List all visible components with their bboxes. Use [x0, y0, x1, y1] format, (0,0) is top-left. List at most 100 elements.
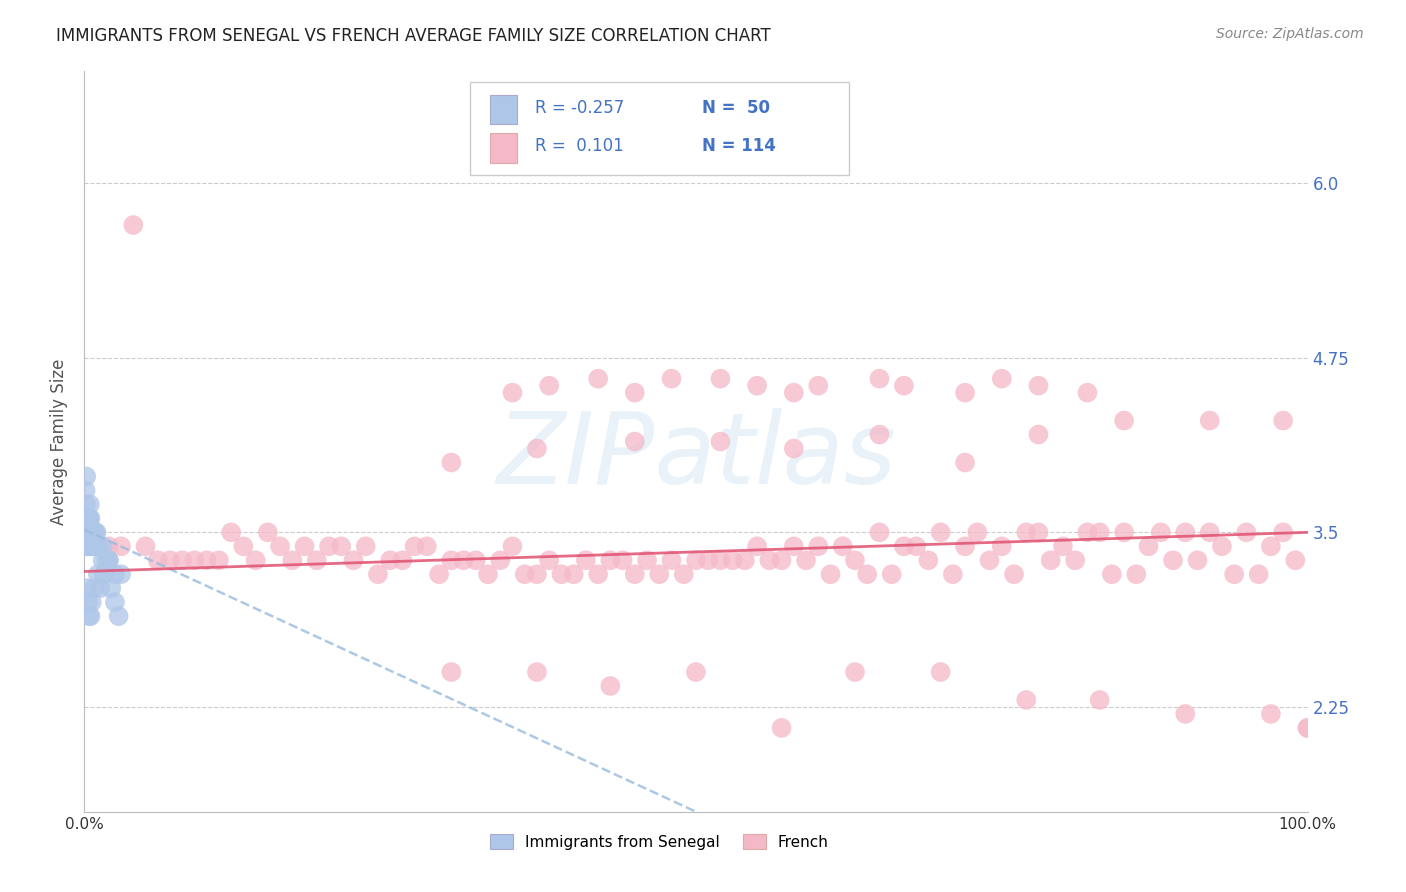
Point — [159, 553, 181, 567]
Point — [991, 372, 1014, 386]
Point — [1272, 525, 1295, 540]
Point — [380, 553, 402, 567]
Point — [1236, 525, 1258, 540]
Point — [502, 385, 524, 400]
Point — [502, 539, 524, 553]
Point — [1039, 553, 1062, 567]
Point — [953, 539, 976, 553]
FancyBboxPatch shape — [491, 133, 517, 163]
Point — [110, 539, 132, 553]
Point — [80, 595, 103, 609]
Point — [294, 539, 316, 553]
Text: ZIPatlas: ZIPatlas — [496, 408, 896, 505]
Point — [538, 378, 561, 392]
Text: IMMIGRANTS FROM SENEGAL VS FRENCH AVERAGE FAMILY SIZE CORRELATION CHART: IMMIGRANTS FROM SENEGAL VS FRENCH AVERAG… — [56, 27, 770, 45]
Point — [305, 553, 328, 567]
Point — [1076, 525, 1098, 540]
Point — [612, 553, 634, 567]
Point — [100, 581, 122, 595]
Point — [624, 434, 647, 449]
Point — [257, 525, 280, 540]
Point — [183, 553, 205, 567]
Point — [869, 427, 891, 442]
Point — [342, 553, 364, 567]
Text: N =  50: N = 50 — [702, 99, 770, 118]
Point — [1150, 525, 1173, 540]
Point — [586, 567, 609, 582]
Point — [208, 553, 231, 567]
Point — [758, 553, 780, 567]
Point — [77, 539, 100, 553]
Point — [96, 553, 118, 567]
FancyBboxPatch shape — [470, 82, 849, 175]
Point — [709, 372, 731, 386]
Point — [648, 567, 671, 582]
Point — [172, 553, 194, 567]
Point — [404, 539, 426, 553]
Point — [661, 372, 683, 386]
Point — [1125, 567, 1147, 582]
Point — [75, 469, 97, 483]
Point — [599, 679, 621, 693]
Point — [869, 372, 891, 386]
Point — [391, 553, 413, 567]
Point — [685, 665, 707, 679]
Point — [79, 497, 101, 511]
Point — [232, 539, 254, 553]
Point — [1198, 525, 1220, 540]
Point — [1260, 706, 1282, 721]
Point — [318, 539, 340, 553]
Point — [83, 581, 105, 595]
Point — [953, 455, 976, 469]
Point — [82, 525, 104, 540]
Point — [770, 553, 793, 567]
Point — [89, 581, 111, 595]
Point — [75, 497, 97, 511]
Point — [87, 567, 110, 582]
Point — [783, 442, 806, 456]
Point — [513, 567, 536, 582]
Point — [91, 553, 114, 567]
Point — [77, 511, 100, 525]
Point — [1088, 525, 1111, 540]
Point — [76, 511, 98, 525]
Point — [1088, 693, 1111, 707]
Point — [269, 539, 291, 553]
Point — [794, 553, 817, 567]
Point — [1052, 539, 1074, 553]
Point — [440, 665, 463, 679]
Point — [91, 539, 114, 553]
Point — [104, 567, 127, 582]
Point — [905, 539, 928, 553]
Point — [367, 567, 389, 582]
Point — [86, 539, 108, 553]
Point — [1187, 553, 1209, 567]
Point — [844, 665, 866, 679]
Point — [807, 539, 830, 553]
Point — [562, 567, 585, 582]
Point — [783, 385, 806, 400]
Point — [624, 567, 647, 582]
Point — [869, 525, 891, 540]
Point — [709, 434, 731, 449]
Point — [586, 372, 609, 386]
Point — [489, 553, 512, 567]
Point — [1015, 693, 1038, 707]
Point — [709, 553, 731, 567]
Point — [880, 567, 903, 582]
Point — [79, 609, 101, 624]
Point — [75, 525, 97, 540]
Point — [1028, 427, 1050, 442]
Point — [104, 595, 127, 609]
Point — [1114, 525, 1136, 540]
Point — [747, 539, 769, 553]
Point — [1161, 553, 1184, 567]
Point — [107, 609, 129, 624]
Point — [1114, 414, 1136, 428]
Point — [77, 511, 100, 525]
Point — [624, 385, 647, 400]
Point — [1296, 721, 1319, 735]
Point — [77, 609, 100, 624]
Point — [807, 378, 830, 392]
Point — [77, 525, 100, 540]
